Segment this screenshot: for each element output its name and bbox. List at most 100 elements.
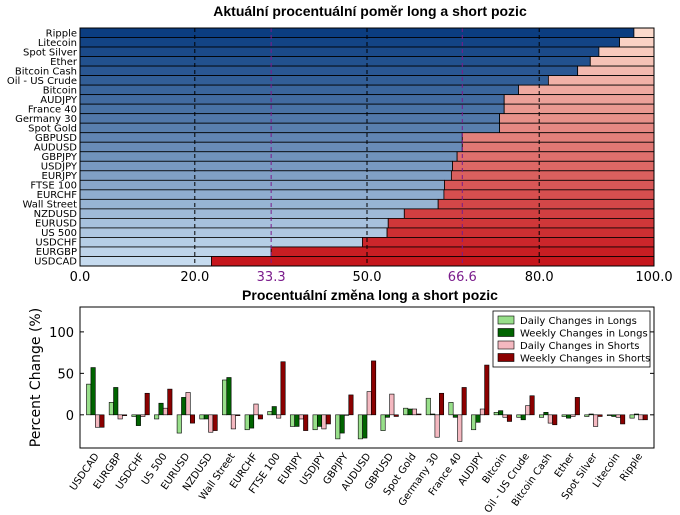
short-bar <box>461 141 655 153</box>
long-bar <box>79 256 212 267</box>
legend-swatch <box>497 340 515 350</box>
y-tick-label: 100 <box>49 326 74 341</box>
change-bar <box>158 402 164 416</box>
x-tick-label: 100.0 <box>635 270 672 285</box>
change-bar <box>407 408 413 416</box>
change-bar <box>448 402 454 416</box>
category-label: US 500 <box>41 228 77 239</box>
short-bar <box>633 27 655 38</box>
change-bar <box>561 414 567 417</box>
long-bar <box>79 37 620 48</box>
short-bar <box>589 56 655 67</box>
change-bar <box>294 414 300 427</box>
short-bar <box>450 170 655 181</box>
long-bar <box>79 103 505 115</box>
category-label: NZDUSD <box>34 209 78 220</box>
change-bar <box>212 414 218 431</box>
y-axis-label: Percent Change (%) <box>28 308 44 447</box>
change-bar <box>99 414 105 428</box>
change-bar <box>244 414 250 431</box>
category-label: EURJPY <box>42 171 78 182</box>
change-bar <box>529 395 535 416</box>
long-bar <box>79 237 363 248</box>
change-bar <box>439 392 445 416</box>
change-bar <box>162 407 168 416</box>
change-bar <box>502 414 508 418</box>
legend-label: Weekly Changes in Longs <box>520 329 648 340</box>
change-bar <box>547 414 553 424</box>
change-bar <box>638 414 644 421</box>
change-bar <box>108 402 114 416</box>
long-bar <box>79 56 591 67</box>
change-bar <box>276 414 282 419</box>
category-label: GBPUSD <box>35 133 77 144</box>
change-bar <box>384 414 390 418</box>
change-bar <box>185 392 191 416</box>
long-bar <box>79 227 388 238</box>
change-bar <box>325 414 331 425</box>
long-bar <box>79 75 549 86</box>
change-bar <box>312 414 318 431</box>
legend: Daily Changes in Longs Weekly Changes in … <box>492 310 651 368</box>
change-bar <box>135 414 141 426</box>
change-bar <box>520 414 526 421</box>
change-bar <box>539 414 545 418</box>
change-bar <box>95 414 101 428</box>
change-bar <box>199 414 205 420</box>
change-bar <box>389 393 395 416</box>
change-bar <box>226 377 232 416</box>
change-bar <box>362 414 368 439</box>
change-bar <box>321 414 327 430</box>
long-bar <box>79 151 458 162</box>
short-bar <box>461 132 655 143</box>
category-label: France 40 <box>28 104 77 115</box>
change-bar <box>484 364 490 416</box>
short-bar <box>503 94 655 105</box>
change-bar <box>366 391 372 416</box>
category-label: USDCHF <box>35 238 77 249</box>
change-bar <box>249 414 255 429</box>
short-bar <box>211 256 655 267</box>
change-bar <box>344 414 350 416</box>
short-bar <box>452 160 655 172</box>
short-bar <box>598 46 655 57</box>
long-bar <box>79 46 600 57</box>
change-bar <box>144 392 150 416</box>
change-bar <box>280 361 286 416</box>
change-bar <box>230 414 236 430</box>
change-bar <box>303 414 309 431</box>
category-label: Bitcoin <box>43 85 77 96</box>
change-bar <box>493 412 499 416</box>
long-bar <box>79 94 505 105</box>
category-label: EURCHF <box>37 190 78 201</box>
short-bar <box>503 103 655 115</box>
change-bar <box>203 414 209 420</box>
change-bar <box>593 414 599 427</box>
category-label: Litecoin <box>38 38 77 49</box>
category-label: Germany 30 <box>15 114 77 125</box>
change-bar <box>416 413 422 416</box>
change-bar <box>380 414 386 431</box>
short-bar <box>386 227 655 238</box>
long-bar <box>79 27 635 38</box>
change-bar <box>574 397 580 416</box>
short-bar <box>362 237 655 248</box>
change-bar <box>403 407 409 416</box>
change-bar <box>235 414 241 416</box>
change-bar <box>479 408 485 416</box>
short-bar <box>444 179 655 191</box>
change-bar <box>222 379 228 416</box>
change-bar <box>86 383 92 416</box>
short-bar <box>577 65 655 77</box>
short-bar <box>403 208 655 219</box>
long-bar <box>79 65 579 77</box>
change-bar <box>411 408 417 416</box>
legend-swatch <box>497 328 515 337</box>
change-bar <box>629 414 635 419</box>
change-bar <box>570 414 576 417</box>
short-bar <box>547 75 655 86</box>
x-tick-label: 66.6 <box>448 270 477 285</box>
long-bar <box>79 198 439 210</box>
short-bar <box>499 113 655 124</box>
